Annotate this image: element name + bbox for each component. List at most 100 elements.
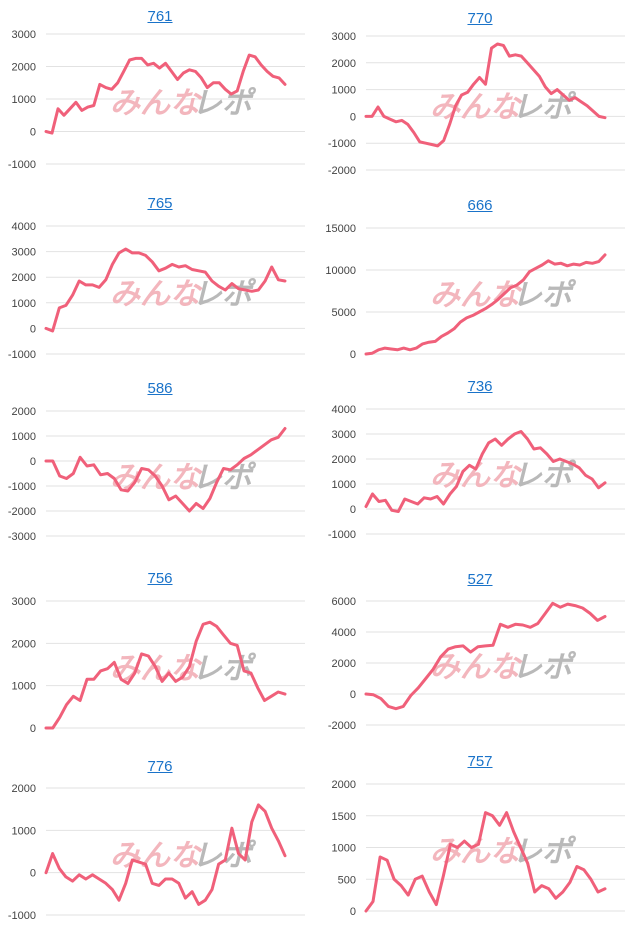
chart-card-765: 765 4000 3000 2000 1000 0 -1000 みんな レポ	[0, 195, 320, 366]
chart-title-link[interactable]: 765	[147, 195, 173, 212]
chart-title-link[interactable]: 770	[467, 10, 493, 27]
chart-card-757: 757 2000 1500 1000 500 0 みんな レポ	[320, 753, 640, 923]
y-tick-label: 0	[30, 456, 36, 468]
y-tick-label: 4000	[332, 627, 356, 639]
y-tick-label: 2000	[12, 638, 36, 650]
y-tick-label: 1000	[12, 431, 36, 443]
y-tick-label: 2000	[332, 454, 356, 466]
y-tick-label: -1000	[8, 349, 36, 361]
y-tick-label: 2000	[12, 62, 36, 74]
series-line	[364, 42, 607, 148]
chart-card-770: 770 3000 2000 1000 0 -1000 -2000 みんな レポ	[320, 10, 640, 182]
chart-title-link[interactable]: 756	[147, 570, 173, 587]
chart-title-link[interactable]: 776	[147, 758, 173, 775]
series-line	[364, 253, 607, 356]
y-tick-label: 3000	[12, 29, 36, 41]
chart-card-776: 776 2000 1000 0 -1000 みんな レポ	[0, 758, 320, 927]
series-line	[44, 803, 287, 906]
y-tick-label: 4000	[332, 404, 356, 416]
y-tick-label: 6000	[332, 596, 356, 608]
y-tick-label: 2000	[332, 58, 356, 70]
watermark-right-text: レポ	[192, 652, 257, 687]
y-tick-label: 1000	[12, 94, 36, 106]
y-tick-label: 1000	[332, 843, 356, 855]
chart-card-761: 761 3000 2000 1000 0 -1000 みんな レポ	[0, 8, 320, 176]
chart-card-736: 736 4000 3000 2000 1000 0 -1000 みんな レポ	[320, 378, 640, 546]
y-tick-label: -2000	[328, 720, 356, 732]
watermark-left-text: みんな	[430, 650, 523, 685]
watermark-right-text: レポ	[512, 90, 577, 125]
y-tick-label: 0	[350, 504, 356, 516]
watermark-right-text: レポ	[512, 650, 577, 685]
y-tick-label: 2000	[12, 406, 36, 418]
y-tick-label: 0	[30, 868, 36, 880]
y-tick-label: 3000	[12, 247, 36, 259]
y-tick-label: 0	[30, 723, 36, 735]
y-tick-label: 0	[350, 689, 356, 701]
y-tick-label: 0	[350, 906, 356, 918]
chart-title-link[interactable]: 527	[467, 571, 493, 588]
y-tick-label: 2000	[12, 783, 36, 795]
y-tick-label: 0	[350, 349, 356, 361]
chart-title-link[interactable]: 666	[467, 197, 493, 214]
chart-title-link[interactable]: 757	[467, 753, 493, 770]
series-line	[364, 430, 607, 513]
y-tick-label: 3000	[332, 31, 356, 43]
chart-title-link[interactable]: 586	[147, 380, 173, 397]
chart-card-586: 586 2000 1000 0 -1000 -2000 -3000 みんな レポ	[0, 380, 320, 548]
y-tick-label: -1000	[8, 910, 36, 922]
y-tick-label: 500	[338, 874, 356, 886]
y-tick-label: 1000	[12, 298, 36, 310]
y-tick-label: -2000	[328, 165, 356, 177]
series-line	[44, 247, 287, 333]
y-tick-label: 0	[30, 127, 36, 139]
y-tick-label: 1500	[332, 811, 356, 823]
y-tick-label: -1000	[328, 138, 356, 150]
watermark-right-text: レポ	[192, 86, 257, 121]
chart-card-527: 527 6000 4000 2000 0 -2000 みんな レポ	[320, 571, 640, 737]
watermark-left-text: みんな	[430, 90, 523, 125]
y-tick-label: 0	[30, 323, 36, 335]
y-tick-label: 2000	[332, 779, 356, 791]
watermark-right-text: レポ	[512, 459, 577, 494]
watermark-left-text: みんな	[430, 835, 523, 870]
y-tick-label: 5000	[332, 307, 356, 319]
series-line	[44, 53, 287, 135]
y-tick-label: -1000	[8, 481, 36, 493]
y-tick-label: 3000	[332, 429, 356, 441]
y-tick-label: 2000	[12, 272, 36, 284]
chart-card-666: 666 15000 10000 5000 0 みんな レポ	[320, 197, 640, 366]
y-tick-label: -3000	[8, 531, 36, 543]
series-line	[44, 427, 287, 513]
y-tick-label: 1000	[332, 479, 356, 491]
watermark-right-text: レポ	[192, 461, 257, 496]
chart-title-link[interactable]: 761	[147, 8, 173, 25]
y-tick-label: 2000	[332, 658, 356, 670]
y-tick-label: 10000	[325, 265, 356, 277]
watermark-left-text: みんな	[110, 277, 203, 312]
y-tick-label: 4000	[12, 221, 36, 233]
chart-title-link[interactable]: 736	[467, 378, 493, 395]
y-tick-label: 3000	[12, 596, 36, 608]
watermark-left-text: みんな	[110, 86, 203, 121]
y-tick-label: -1000	[8, 159, 36, 171]
watermark-right-text: レポ	[512, 278, 577, 313]
y-tick-label: 15000	[325, 223, 356, 235]
